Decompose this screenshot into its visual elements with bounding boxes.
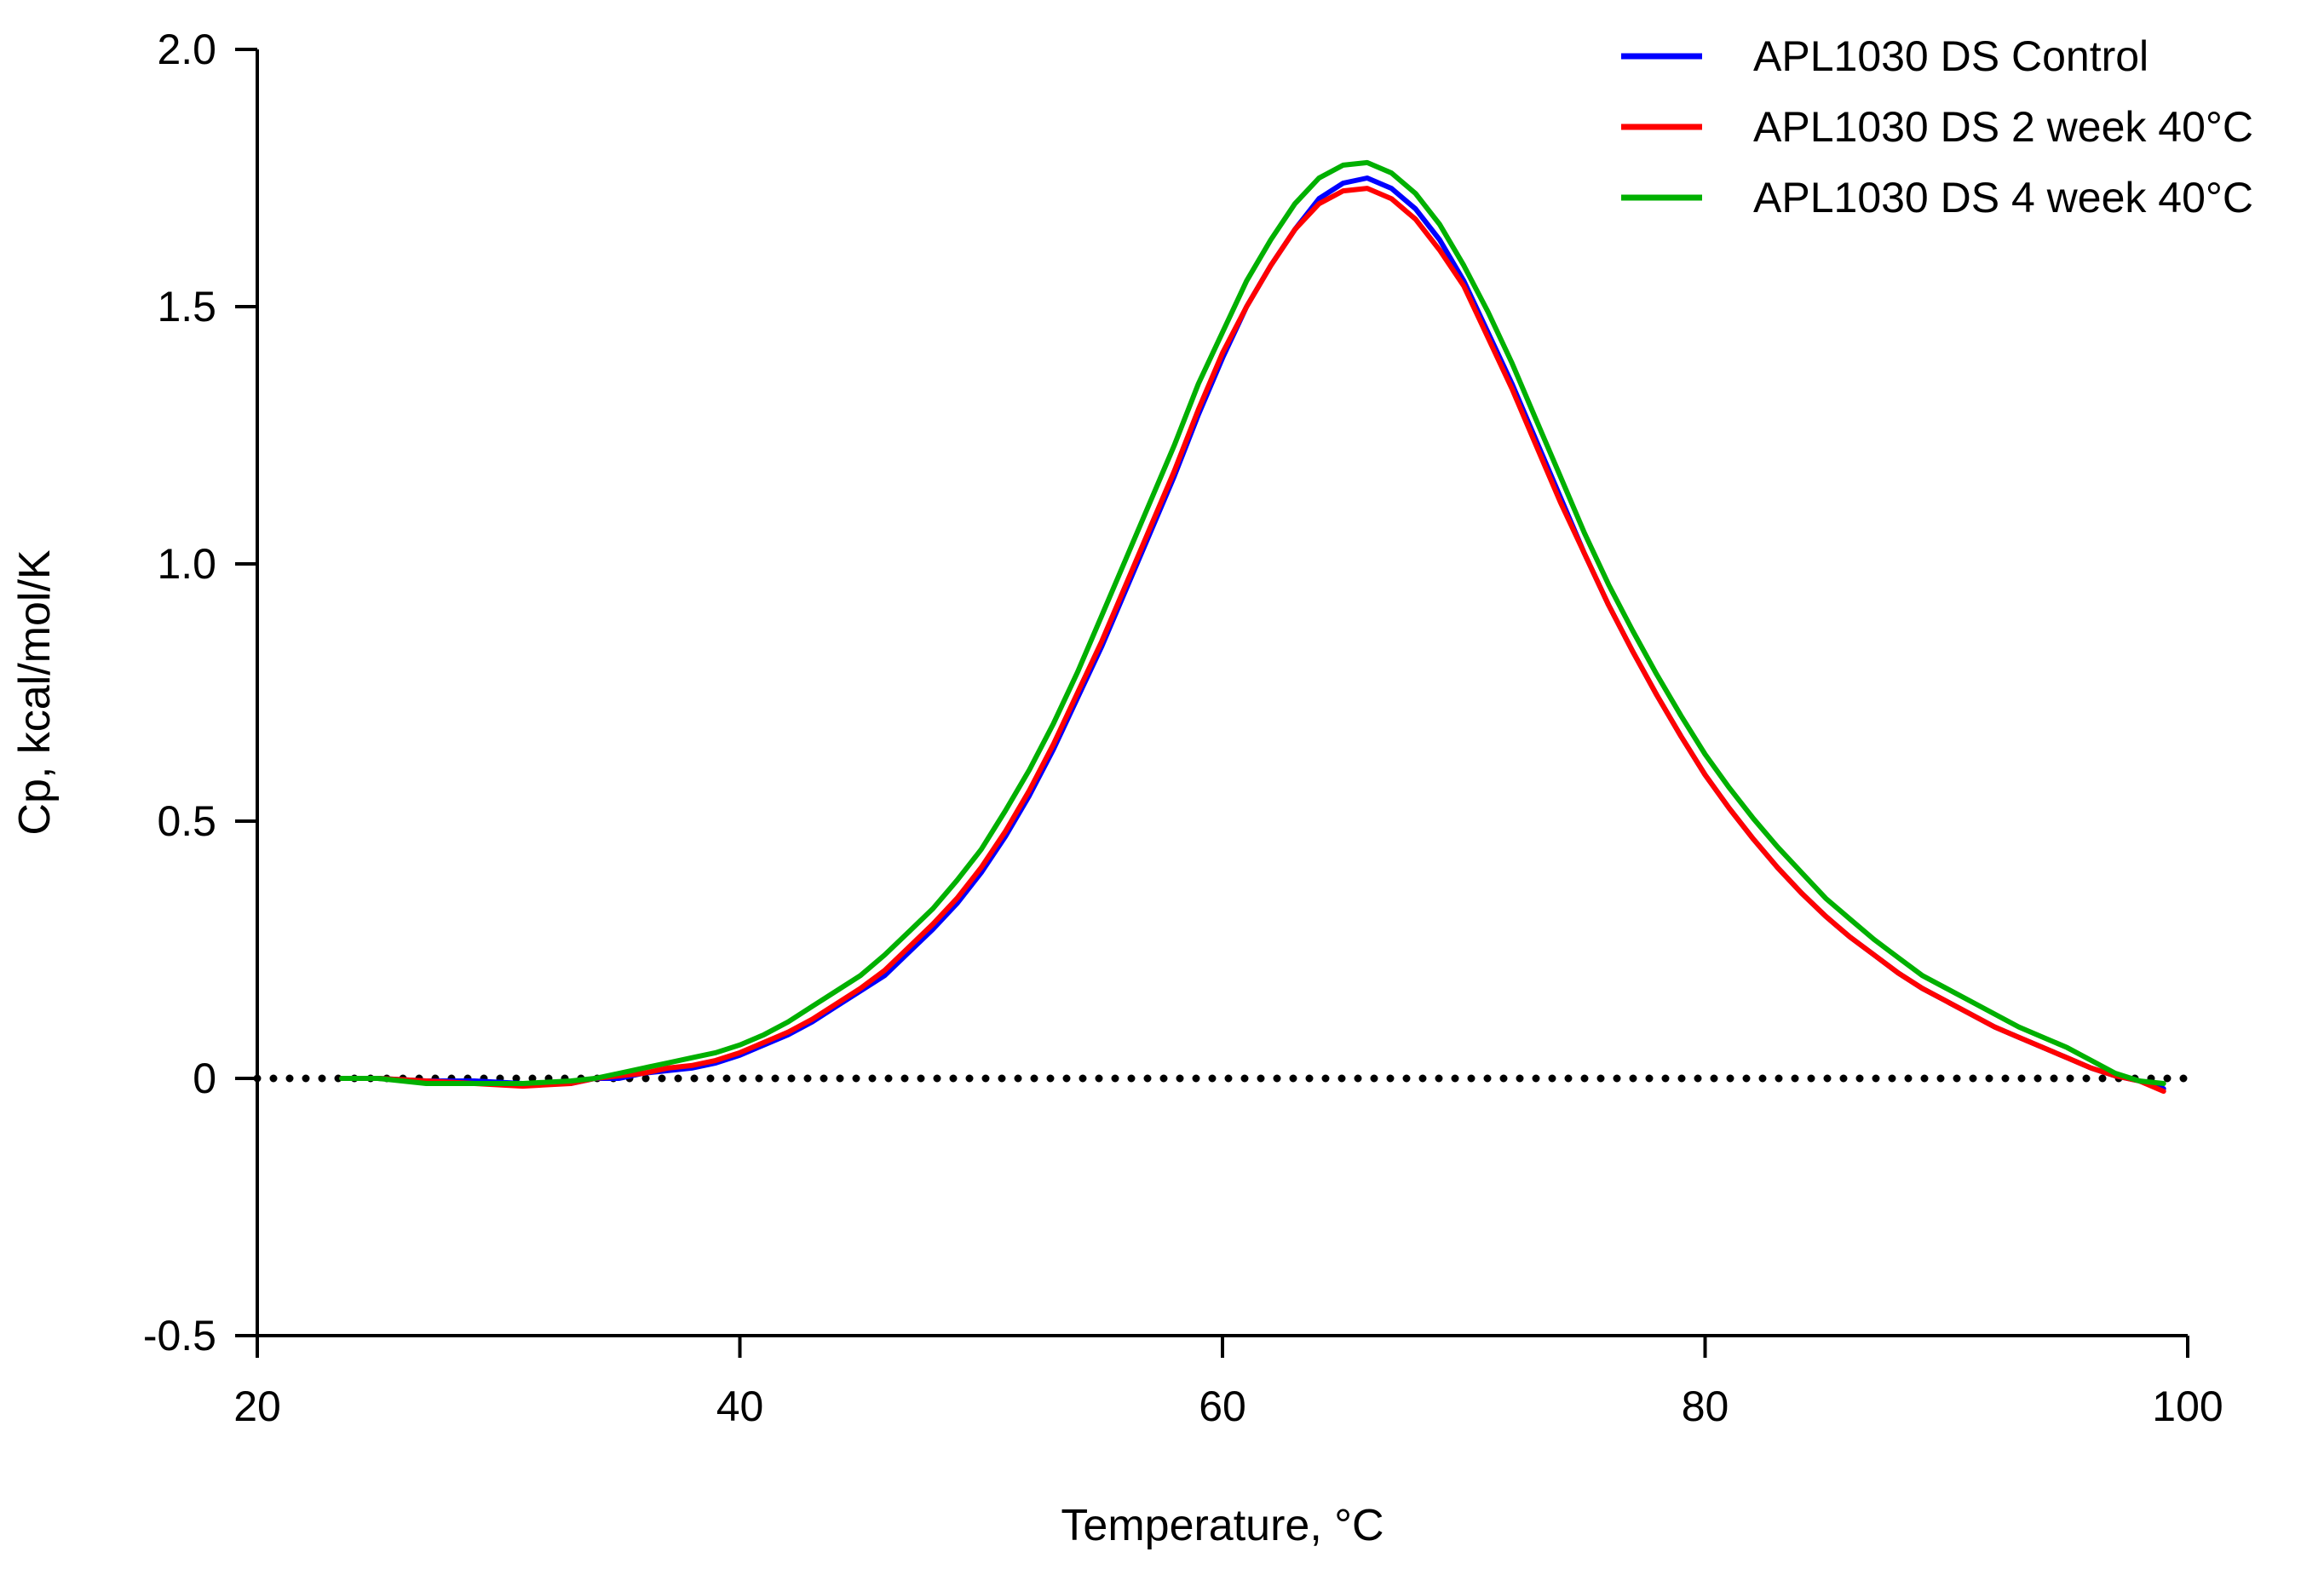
series-lines (339, 159, 2166, 1095)
x-tick-label: 80 (1682, 1382, 1729, 1430)
x-tick-label: 100 (2152, 1382, 2223, 1430)
x-tick-label: 20 (233, 1382, 281, 1430)
y-axis-title: Cp, kcal/mol/K (10, 549, 60, 836)
y-tick-label: 1.0 (157, 540, 216, 588)
legend-label: APL1030 DS 4 week 40°C (1753, 174, 2253, 221)
y-tick-label: 0.5 (157, 797, 216, 845)
x-axis-title: Temperature, °C (1061, 1501, 1383, 1550)
y-tick-label: 0 (193, 1055, 216, 1102)
y-tick-label: -0.5 (143, 1312, 216, 1359)
series-line-3 (339, 159, 2166, 1086)
legend-label: APL1030 DS Control (1753, 32, 2149, 80)
legend-label: APL1030 DS 2 week 40°C (1753, 103, 2253, 151)
x-tick-label: 40 (716, 1382, 764, 1430)
axes: -0.5 0 0.5 1.0 1.5 2.0 20 40 60 80 100 (143, 26, 2223, 1430)
y-tick-label: 1.5 (157, 283, 216, 331)
legend: APL1030 DS Control APL1030 DS 2 week 40°C… (1621, 32, 2253, 221)
x-tick-label: 60 (1199, 1382, 1246, 1430)
series-line-2 (339, 186, 2166, 1095)
y-tick-label: 2.0 (157, 26, 216, 73)
